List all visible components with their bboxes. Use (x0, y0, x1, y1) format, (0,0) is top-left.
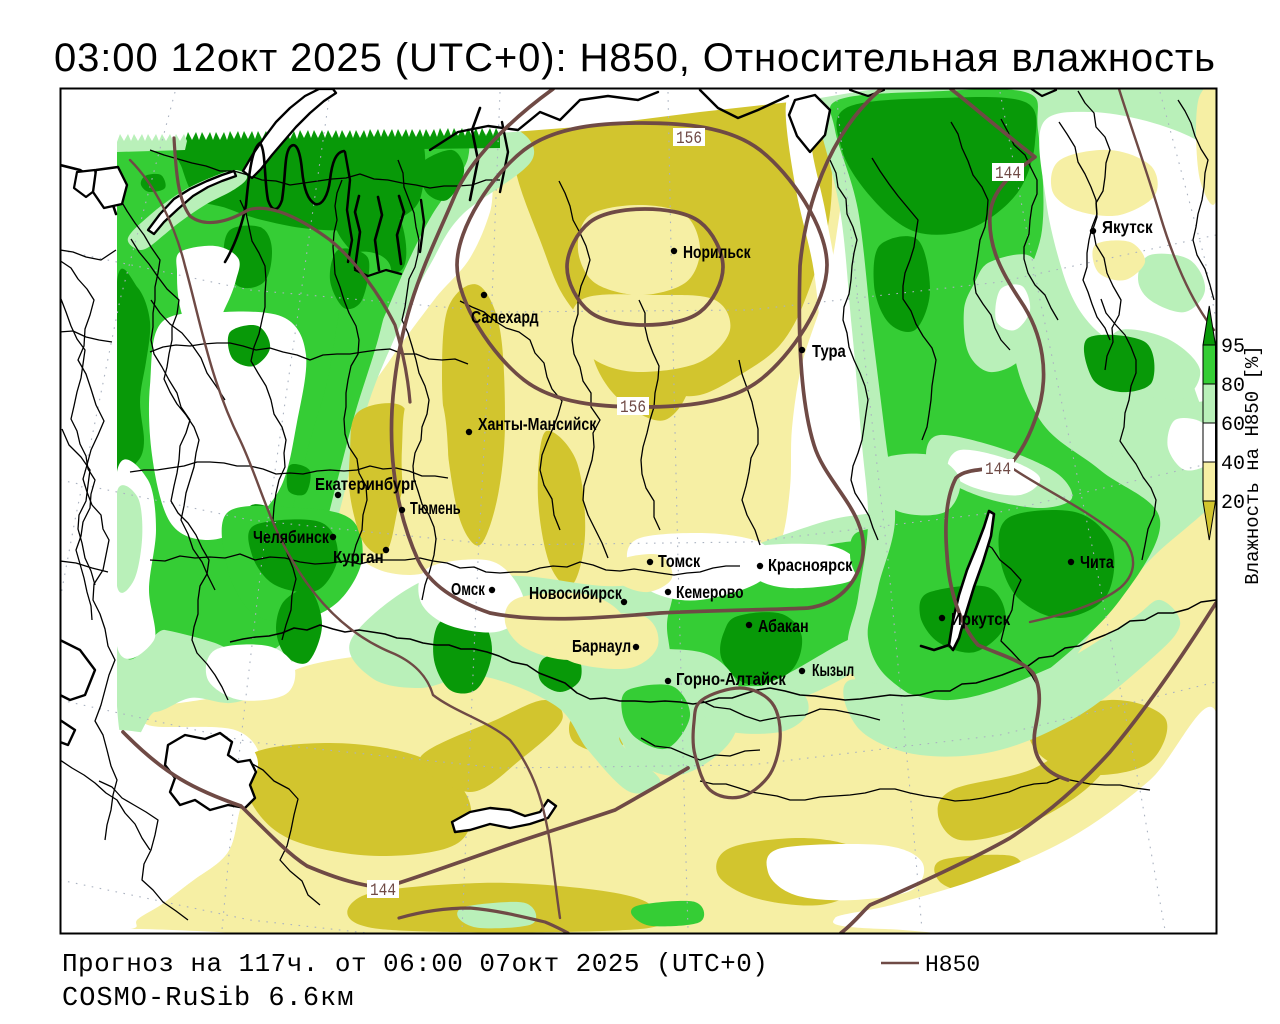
svg-text:Барнаул: Барнаул (572, 636, 631, 656)
svg-text:60: 60 (1221, 414, 1245, 437)
svg-text:Прогноз на 117ч. от 06:00 07ок: Прогноз на 117ч. от 06:00 07окт 2025 (UT… (62, 949, 768, 979)
svg-text:Томск: Томск (658, 551, 700, 571)
svg-text:Иркутск: Иркутск (951, 609, 1010, 629)
svg-text:Влажность на H850 [%]: Влажность на H850 [%] (1242, 345, 1264, 584)
svg-text:Абакан: Абакан (758, 616, 809, 636)
svg-text:Омск: Омск (451, 579, 485, 599)
svg-text:Челябинск: Челябинск (253, 527, 329, 547)
svg-text:80: 80 (1221, 375, 1245, 398)
svg-text:COSMO-RuSib 6.6км: COSMO-RuSib 6.6км (62, 984, 354, 1014)
svg-text:Тура: Тура (812, 341, 846, 361)
svg-text:Горно-Алтайск: Горно-Алтайск (676, 669, 786, 689)
svg-text:Красноярск: Красноярск (768, 555, 853, 575)
svg-text:Кемерово: Кемерово (676, 582, 744, 602)
svg-text:Кызыл: Кызыл (812, 660, 854, 680)
svg-text:144: 144 (985, 460, 1011, 480)
svg-text:Салехард: Салехард (471, 307, 539, 327)
svg-text:Курган: Курган (333, 547, 384, 567)
svg-text:Чита: Чита (1080, 552, 1114, 572)
svg-text:H850: H850 (925, 952, 980, 978)
svg-text:Екатеринбург: Екатеринбург (315, 474, 416, 494)
svg-text:95: 95 (1221, 336, 1245, 359)
svg-text:144: 144 (995, 164, 1021, 184)
svg-text:156: 156 (620, 398, 646, 418)
svg-text:40: 40 (1221, 453, 1245, 476)
svg-text:156: 156 (676, 129, 702, 149)
svg-text:144: 144 (370, 881, 396, 901)
svg-text:Новосибирск: Новосибирск (529, 583, 622, 603)
svg-text:Якутск: Якутск (1102, 217, 1153, 237)
svg-text:Ханты-Мансийск: Ханты-Мансийск (478, 414, 596, 434)
svg-text:03:00 12окт 2025 (UTC+0): H850: 03:00 12окт 2025 (UTC+0): H850, Относите… (54, 36, 1216, 80)
svg-text:Тюмень: Тюмень (410, 498, 461, 518)
svg-text:20: 20 (1221, 492, 1245, 515)
svg-text:Норильск: Норильск (683, 242, 751, 262)
